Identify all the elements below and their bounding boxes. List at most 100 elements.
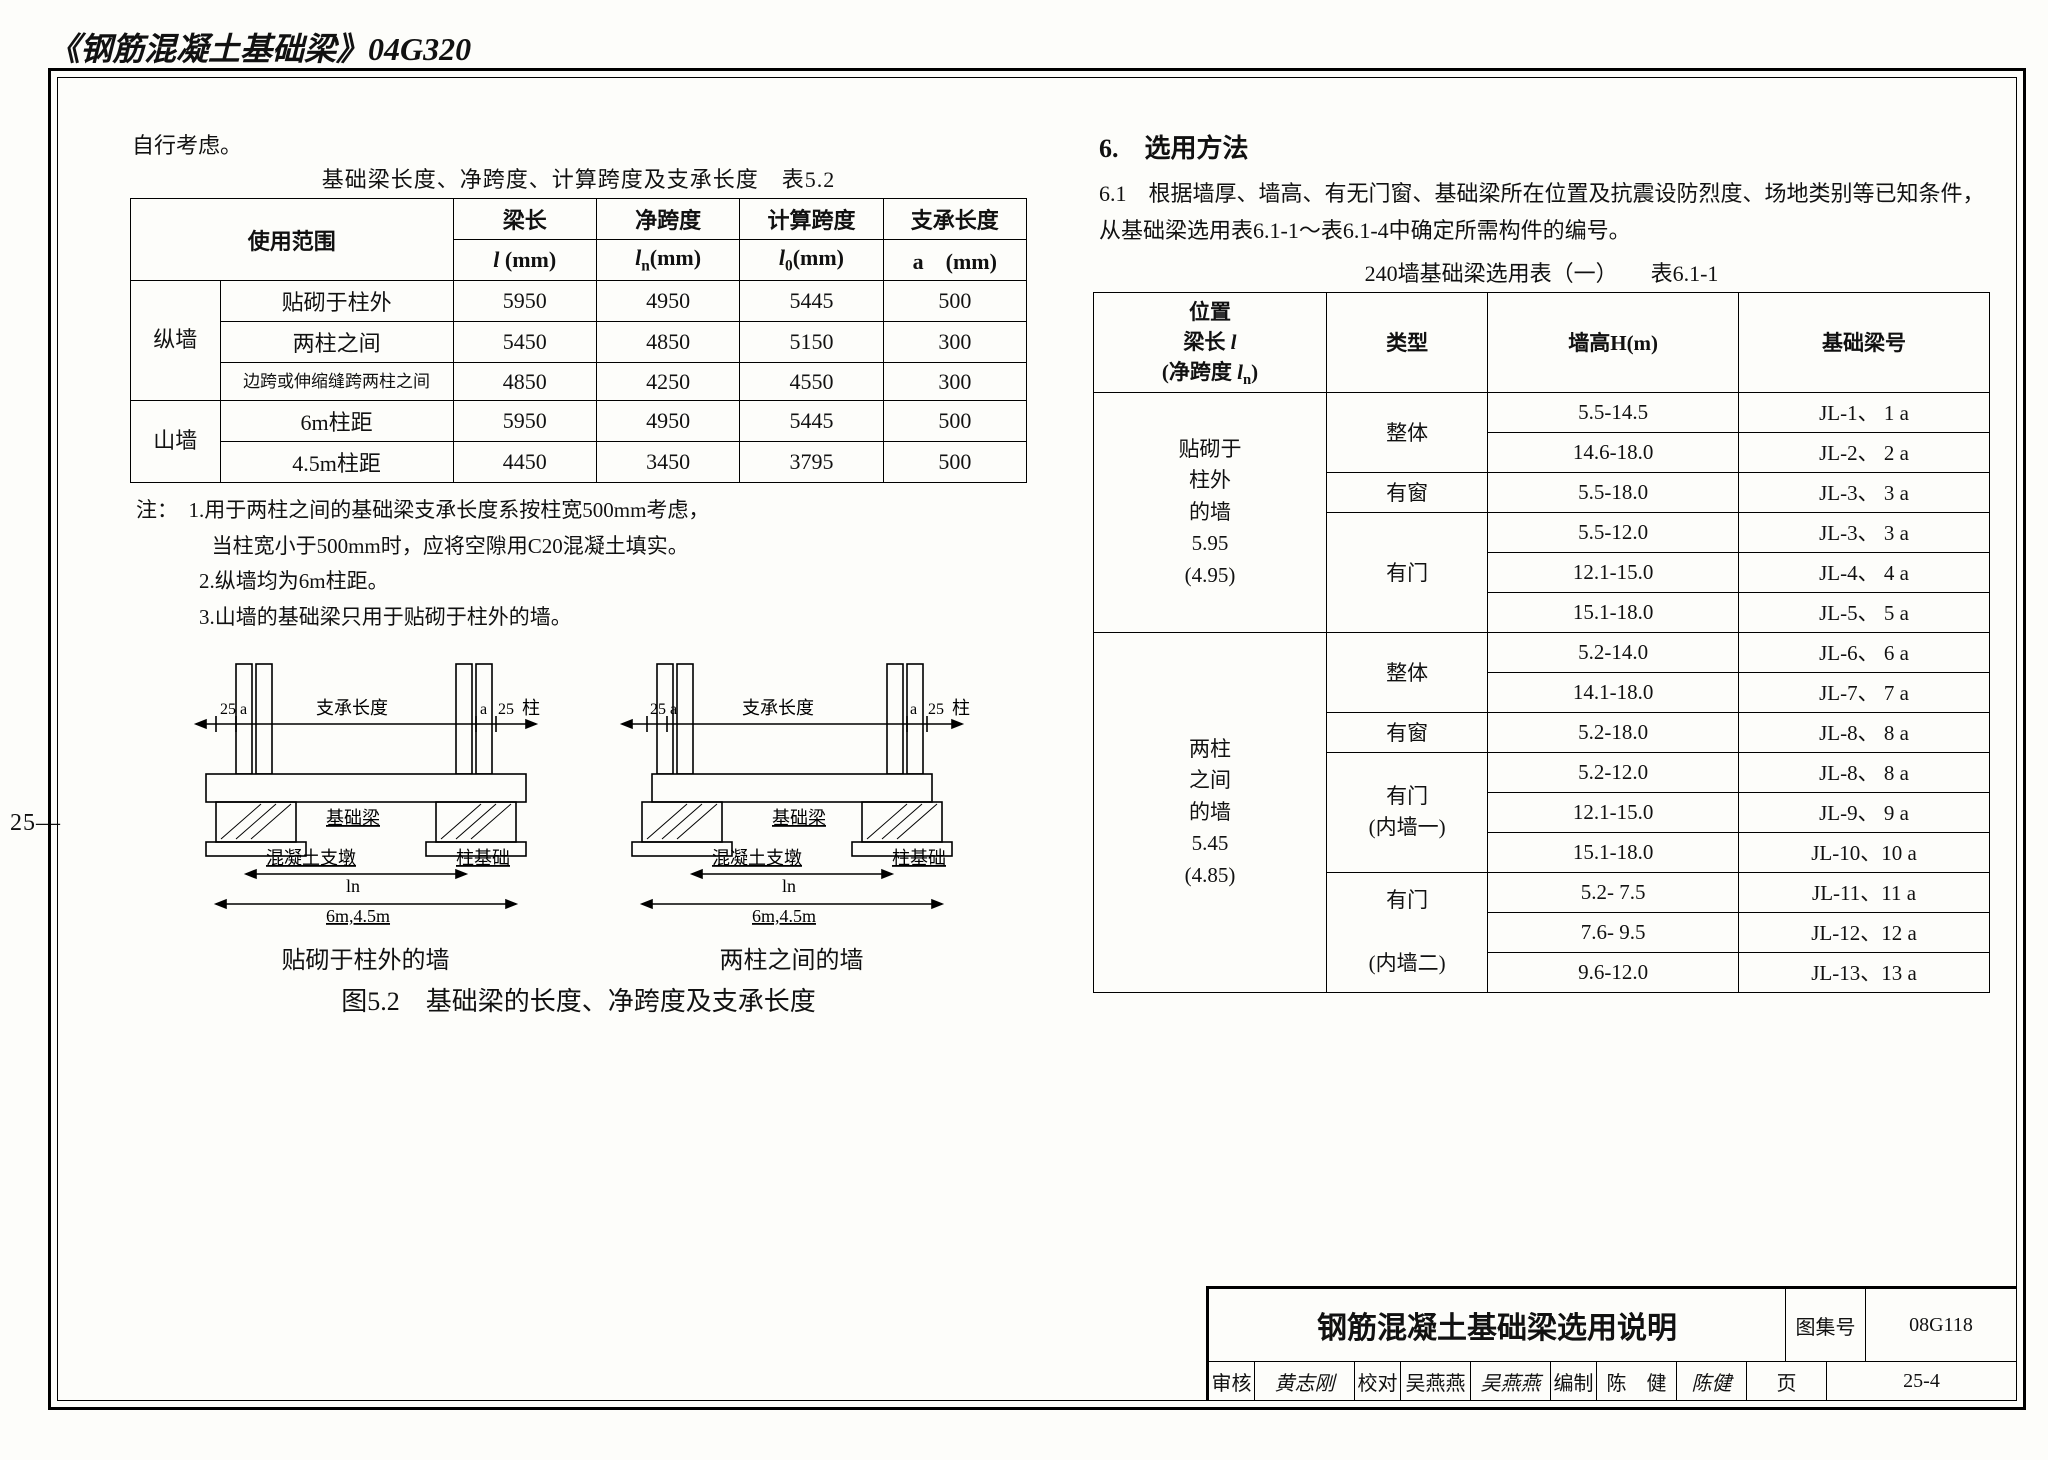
svg-text:6m,4.5m: 6m,4.5m	[326, 906, 390, 926]
table-row: 山墙 6m柱距 5950 4950 5445 500	[131, 401, 1027, 442]
table-row: 两柱之间 5450 4850 5150 300	[131, 322, 1027, 363]
svg-text:混凝土支墩: 混凝土支墩	[266, 848, 356, 868]
cell: JL-9、 9 a	[1739, 792, 1990, 832]
note-line: 当柱宽小于500mm时，应将空隙用C20混凝土填实。	[136, 529, 1027, 565]
cell: 有门	[1326, 512, 1487, 632]
col-subheader: a (mm)	[883, 240, 1026, 281]
cell: 3795	[740, 442, 883, 483]
cell: 12.1-15.0	[1488, 792, 1739, 832]
table-row: 4.5m柱距 4450 3450 3795 500	[131, 442, 1027, 483]
svg-text:25: 25	[220, 701, 236, 718]
cell: 贴砌于柱外	[220, 281, 453, 322]
row-group: 山墙	[131, 401, 221, 483]
value-shen: 黄志刚	[1255, 1362, 1355, 1400]
table-row: 位置梁长 l(净跨度 ln) 类型 墙高H(m) 基础梁号	[1094, 292, 1990, 392]
table-row: 两柱之间的墙5.45(4.85) 整体 5.2-14.0JL-6、 6 a	[1094, 632, 1990, 672]
cell: 14.1-18.0	[1488, 672, 1739, 712]
cell: JL-5、 5 a	[1739, 592, 1990, 632]
cell: 5.2- 7.5	[1488, 872, 1739, 912]
cell: 5.2-12.0	[1488, 752, 1739, 792]
svg-text:6m,4.5m: 6m,4.5m	[752, 906, 816, 926]
col-header: 梁长	[453, 199, 596, 240]
label-shen: 审核	[1209, 1362, 1255, 1400]
svg-text:25: 25	[928, 701, 944, 718]
cell: 5150	[740, 322, 883, 363]
table-row: 贴砌于柱外的墙5.95(4.95) 整体 5.5-14.5 JL-1、 1 a	[1094, 392, 1990, 432]
cell: 300	[883, 363, 1026, 401]
cell: 整体	[1326, 632, 1487, 712]
note-line: 注： 1.用于两柱之间的基础梁支承长度系按柱宽500mm考虑，	[136, 493, 1027, 529]
cell: 5450	[453, 322, 596, 363]
cell: 500	[883, 281, 1026, 322]
cell: 两柱之间	[220, 322, 453, 363]
cell: JL-13、13 a	[1739, 952, 1990, 992]
left-column: 自行考虑。 基础梁长度、净跨度、计算跨度及支承长度 表5.2 使用范围 梁长 净…	[58, 78, 1065, 1400]
cell: JL-8、 8 a	[1739, 752, 1990, 792]
fig-sub-left: 贴砌于柱外的墙	[176, 940, 556, 975]
col-header: 使用范围	[131, 199, 454, 281]
cell: 14.6-18.0	[1488, 432, 1739, 472]
cell: 5.5-18.0	[1488, 472, 1739, 512]
cell: JL-4、 4 a	[1739, 552, 1990, 592]
svg-text:ln: ln	[782, 876, 796, 896]
col-header: 类型	[1326, 292, 1487, 392]
svg-text:25: 25	[650, 701, 666, 718]
section-paragraph: 6.1 根据墙厚、墙高、有无门窗、基础梁所在位置及抗震设防烈度、场地类别等已知条…	[1099, 175, 1990, 250]
value-bian1: 陈 健	[1597, 1362, 1677, 1400]
cell: JL-2、 2 a	[1739, 432, 1990, 472]
svg-text:基础梁: 基础梁	[326, 808, 380, 828]
svg-text:a: a	[240, 701, 247, 718]
label-jiao: 校对	[1355, 1362, 1401, 1400]
value-jiao1: 吴燕燕	[1401, 1362, 1471, 1400]
svg-text:ln: ln	[346, 876, 360, 896]
diagram-right: 25 a 支承长度 a 25 柱 基础梁 混凝土支墩 柱基础 ln 6m,4.5	[602, 654, 982, 934]
row-group: 两柱之间的墙5.45(4.85)	[1094, 632, 1327, 992]
table-6-1-1: 位置梁长 l(净跨度 ln) 类型 墙高H(m) 基础梁号 贴砌于柱外的墙5.9…	[1093, 292, 1990, 993]
cell: 500	[883, 442, 1026, 483]
cell: 有门(内墙一)	[1326, 752, 1487, 872]
page: 《钢筋混凝土基础梁》04G320 25— 自行考虑。 基础梁长度、净跨度、计算跨…	[20, 20, 2028, 1420]
svg-text:a: a	[670, 701, 677, 718]
cell: JL-3、 3 a	[1739, 472, 1990, 512]
table-row: 边跨或伸缩缝跨两柱之间 4850 4250 4550 300	[131, 363, 1027, 401]
cell: 4.5m柱距	[220, 442, 453, 483]
row-group: 纵墙	[131, 281, 221, 401]
col-header: 计算跨度	[740, 199, 883, 240]
cell: 15.1-18.0	[1488, 592, 1739, 632]
cell: 9.6-12.0	[1488, 952, 1739, 992]
svg-text:柱基础: 柱基础	[892, 848, 946, 868]
lead-text: 自行考虑。	[130, 128, 1027, 160]
cell: JL-1、 1 a	[1739, 392, 1990, 432]
svg-text:柱基础: 柱基础	[456, 848, 510, 868]
cell: 3450	[596, 442, 739, 483]
outer-frame: 自行考虑。 基础梁长度、净跨度、计算跨度及支承长度 表5.2 使用范围 梁长 净…	[48, 68, 2026, 1410]
cell: 4250	[596, 363, 739, 401]
cell: 5.2-14.0	[1488, 632, 1739, 672]
cell: 5.5-14.5	[1488, 392, 1739, 432]
label-bian: 编制	[1551, 1362, 1597, 1400]
svg-text:柱: 柱	[522, 698, 540, 718]
label-tuji: 图集号	[1786, 1289, 1866, 1362]
cell: 500	[883, 401, 1026, 442]
cell: 整体	[1326, 392, 1487, 472]
cell: JL-12、12 a	[1739, 912, 1990, 952]
cell: 12.1-15.0	[1488, 552, 1739, 592]
svg-text:a: a	[480, 701, 487, 718]
cell: JL-10、10 a	[1739, 832, 1990, 872]
cell: 5.5-12.0	[1488, 512, 1739, 552]
cell: 4550	[740, 363, 883, 401]
cell: JL-7、 7 a	[1739, 672, 1990, 712]
value-bian2: 陈健	[1677, 1362, 1747, 1400]
svg-text:支承长度: 支承长度	[742, 698, 814, 718]
label-ye: 页	[1747, 1362, 1827, 1400]
cell: 4950	[596, 281, 739, 322]
fig-sub-right: 两柱之间的墙	[602, 940, 982, 975]
cell: 15.1-18.0	[1488, 832, 1739, 872]
figure-5-2: 25 a 支承长度 a 25 柱 基础梁 混凝土支墩 柱基础 ln 6m,4.5	[130, 654, 1027, 1018]
cell: 有窗	[1326, 712, 1487, 752]
cell: 4850	[596, 322, 739, 363]
svg-text:a: a	[910, 701, 917, 718]
value-ye: 25-4	[1827, 1362, 2016, 1400]
cell: 6m柱距	[220, 401, 453, 442]
cell: 4850	[453, 363, 596, 401]
